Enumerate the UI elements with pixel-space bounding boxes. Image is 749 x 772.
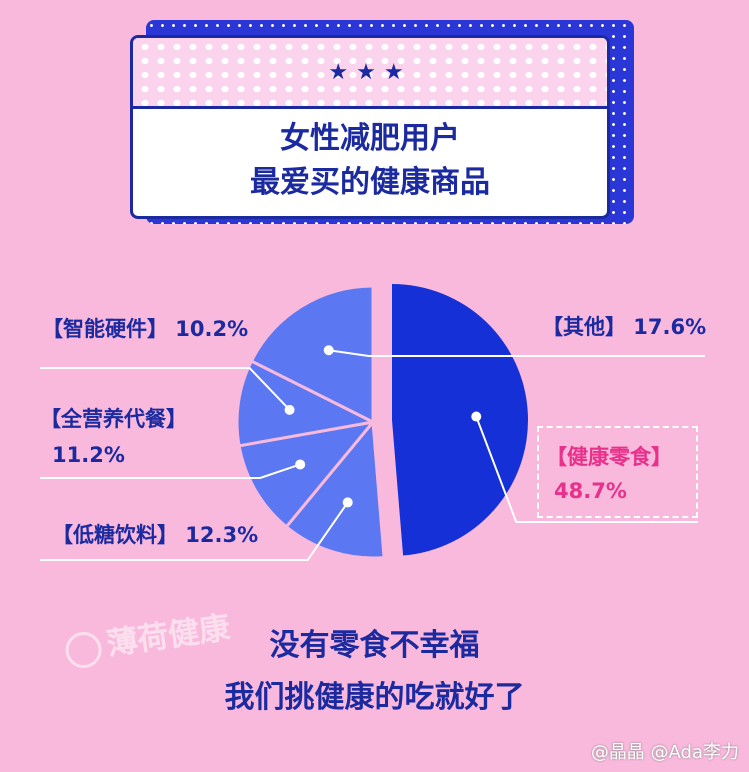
stars-icon: ★★★: [328, 60, 412, 85]
leader-dot-1: [471, 411, 482, 422]
label-meal-value: 11.2%: [52, 443, 125, 467]
title-card: ★★★ 女性减肥用户 最爱买的健康商品: [130, 35, 610, 219]
slogan-line2: 我们挑健康的吃就好了: [224, 680, 525, 715]
leader-line-4: [40, 367, 291, 411]
label-meal-name: 【全营养代餐】: [40, 407, 187, 431]
leader-dot-3: [295, 459, 306, 470]
pie-slice-2: [284, 420, 386, 560]
leader-line-1: [475, 416, 698, 523]
chart-title-line2: 最爱买的健康商品: [250, 165, 490, 200]
leader-dot-5: [323, 345, 334, 356]
title-card-header: ★★★: [133, 38, 607, 109]
label-other: 【其他】 17.6%: [542, 315, 707, 339]
chart-title: 女性减肥用户 最爱买的健康商品: [133, 117, 607, 205]
pie-slice-5: [249, 284, 375, 424]
label-hardware: 【智能硬件】 10.2%: [42, 317, 249, 341]
leader-line-5: [328, 349, 705, 357]
leader-line-2: [40, 501, 349, 561]
leader-line-3: [40, 463, 301, 479]
label-drinks: 【低糖饮料】 12.3%: [52, 523, 259, 547]
pie-slice-1: [392, 284, 529, 556]
label-snacks-name: 【健康零食】: [546, 445, 672, 469]
slogan-line1: 没有零食不幸福: [269, 628, 480, 663]
pie-slice-4: [235, 359, 375, 448]
highlight-box: [537, 426, 698, 518]
label-snacks-value: 48.7%: [554, 479, 627, 503]
pie-slice-3: [237, 420, 375, 529]
chart-title-line1: 女性减肥用户: [280, 121, 460, 156]
leader-dot-4: [284, 404, 295, 415]
weibo-credit: @晶晶 @Ada李力: [590, 742, 739, 763]
leader-dot-2: [342, 497, 353, 508]
